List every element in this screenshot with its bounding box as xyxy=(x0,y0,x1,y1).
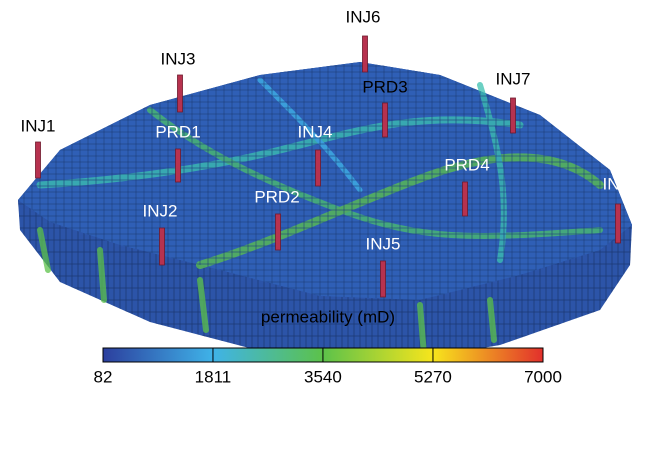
colorbar-tick-label: 3540 xyxy=(304,367,342,386)
well-bore xyxy=(462,181,468,217)
well-label: INJ8 xyxy=(603,174,638,193)
well-label: INJ7 xyxy=(496,69,531,88)
well-bore xyxy=(177,74,183,113)
reservoir-top-grid xyxy=(18,62,632,300)
well-label: INJ6 xyxy=(346,7,381,26)
well-label: PRD4 xyxy=(444,155,489,174)
wells: INJ1 INJ3 INJ6 PRD3 INJ7 PRD1 INJ4 PRD4 INJ8 INJ2… xyxy=(21,7,638,298)
well-bore xyxy=(315,149,321,187)
colorbar-tick-label: 1811 xyxy=(195,367,232,386)
well-label: PRD3 xyxy=(362,77,407,96)
colorbar-ticks: 82 1811 3540 5270 7000 xyxy=(94,348,562,386)
well-bore xyxy=(35,141,41,179)
well-label: INJ3 xyxy=(161,49,196,68)
well-bore xyxy=(380,260,386,298)
well-bore xyxy=(275,213,281,251)
well-bore xyxy=(159,227,165,266)
well-bore xyxy=(382,102,388,138)
well-label: INJ4 xyxy=(298,122,333,141)
well-label: INJ5 xyxy=(366,234,401,253)
well-bore xyxy=(615,203,621,244)
well-bore xyxy=(510,97,516,134)
colorbar-label: permeability (mD) xyxy=(261,307,395,326)
well-bore xyxy=(175,148,181,183)
well-label: PRD1 xyxy=(155,122,200,141)
well-label: PRD2 xyxy=(254,187,299,206)
well-label: INJ2 xyxy=(143,201,178,220)
well-label: INJ1 xyxy=(21,116,56,135)
colorbar-tick-label: 7000 xyxy=(524,367,562,386)
well-bore xyxy=(362,35,368,73)
reservoir-model xyxy=(18,62,632,362)
colorbar-tick-label: 82 xyxy=(94,367,113,386)
colorbar-tick-label: 5270 xyxy=(414,367,452,386)
